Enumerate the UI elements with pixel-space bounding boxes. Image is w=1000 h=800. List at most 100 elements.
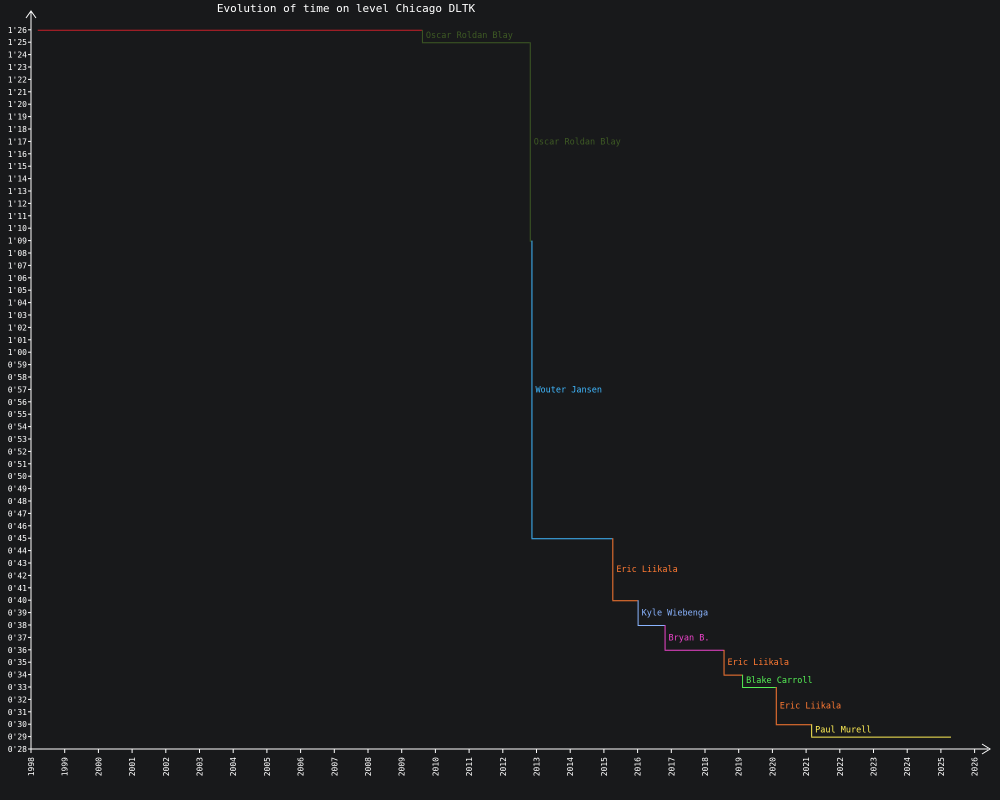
x-tick-label: 2009 xyxy=(398,757,407,776)
y-tick-label: 1'06 xyxy=(8,274,27,283)
y-tick-label: 1'03 xyxy=(8,311,27,320)
x-tick-label: 2008 xyxy=(364,757,373,776)
y-tick-label: 1'15 xyxy=(8,162,27,171)
x-tick-label: 2020 xyxy=(768,757,777,776)
y-tick-label: 1'10 xyxy=(8,224,27,233)
y-tick-label: 1'11 xyxy=(8,212,27,221)
y-tick-label: 0'43 xyxy=(8,559,27,568)
y-tick-label: 1'00 xyxy=(8,348,27,357)
x-tick-label: 2026 xyxy=(971,757,980,776)
x-tick-label: 2000 xyxy=(94,757,103,776)
y-tick-label: 1'08 xyxy=(8,249,27,258)
chart-title: Evolution of time on level Chicago DLTK xyxy=(217,2,476,15)
y-tick-label: 0'36 xyxy=(8,646,27,655)
y-tick-label: 0'58 xyxy=(8,373,27,382)
y-tick-label: 0'30 xyxy=(8,720,27,729)
y-tick-label: 0'32 xyxy=(8,695,27,704)
y-tick-label: 1'13 xyxy=(8,187,27,196)
y-axis-arrow xyxy=(25,10,37,19)
y-tick-label: 0'40 xyxy=(8,596,27,605)
x-tick-label: 2019 xyxy=(735,757,744,776)
y-tick-label: 0'48 xyxy=(8,497,27,506)
x-tick-label: 2018 xyxy=(701,757,710,776)
record-holder-label: Paul Murell xyxy=(815,726,871,736)
y-tick-label: 1'05 xyxy=(8,286,27,295)
y-tick-label: 0'59 xyxy=(8,361,27,370)
y-tick-label: 1'09 xyxy=(8,237,27,246)
y-tick-label: 0'56 xyxy=(8,398,27,407)
record-holder-label: Eric Liikala xyxy=(728,658,789,668)
y-tick-label: 0'31 xyxy=(8,708,27,717)
y-tick-label: 0'35 xyxy=(8,658,27,667)
y-tick-label: 0'51 xyxy=(8,460,27,469)
y-tick-label: 1'24 xyxy=(8,51,27,60)
y-tick-label: 0'37 xyxy=(8,633,27,642)
y-tick-label: 1'26 xyxy=(8,26,27,35)
record-series xyxy=(37,29,952,738)
x-tick-label: 2007 xyxy=(330,757,339,776)
y-tick-label: 1'04 xyxy=(8,299,27,308)
y-tick-label: 0'33 xyxy=(8,683,27,692)
x-tick-label: 2014 xyxy=(566,757,575,776)
record-labels: Oscar Roldan Blay Oscar Roldan Blay Wouter… xyxy=(426,31,872,735)
y-tick-label: 1'12 xyxy=(8,199,27,208)
y-tick-label: 1'14 xyxy=(8,175,27,184)
record-holder-label: Eric Liikala xyxy=(616,565,677,575)
y-tick-label: 0'49 xyxy=(8,485,27,494)
y-tick-label: 0'44 xyxy=(8,547,27,556)
y-tick-label: 0'55 xyxy=(8,410,27,419)
y-tick-group: 0'28 0'29 0'30 0'31 0'32 0'33 0'34 0'35 0'36 0'37… xyxy=(8,26,31,754)
y-tick-label: 0'53 xyxy=(8,435,27,444)
y-tick-label: 1'02 xyxy=(8,323,27,332)
x-tick-label: 2025 xyxy=(937,757,946,776)
record-holder-label: Wouter Jansen xyxy=(535,385,602,395)
x-tick-label: 2023 xyxy=(870,757,879,776)
y-tick-label: 1'01 xyxy=(8,336,27,345)
x-axis-arrow xyxy=(981,743,991,755)
y-tick-label: 0'52 xyxy=(8,447,27,456)
x-tick-label: 2002 xyxy=(162,757,171,776)
y-tick-label: 0'38 xyxy=(8,621,27,630)
x-tick-label: 2022 xyxy=(836,757,845,776)
y-tick-label: 0'50 xyxy=(8,472,27,481)
y-tick-label: 0'29 xyxy=(8,733,27,742)
record-holder-label: Bryan B. xyxy=(669,633,710,643)
x-tick-label: 2013 xyxy=(533,757,542,776)
y-tick-label: 0'54 xyxy=(8,423,27,432)
x-tick-label: 2006 xyxy=(297,757,306,776)
x-tick-label: 1998 xyxy=(27,757,36,776)
x-tick-label: 2011 xyxy=(465,757,474,776)
x-tick-label: 1999 xyxy=(61,757,70,776)
record-holder-label: Eric Liikala xyxy=(780,702,841,712)
y-tick-label: 1'17 xyxy=(8,137,27,146)
y-tick-label: 1'18 xyxy=(8,125,27,134)
y-tick-label: 0'28 xyxy=(8,745,27,754)
record-holder-label: Kyle Wiebenga xyxy=(642,609,709,619)
x-tick-label: 2021 xyxy=(802,757,811,776)
x-tick-label: 2015 xyxy=(600,757,609,776)
x-tick-label: 2001 xyxy=(128,757,137,776)
y-tick-label: 0'46 xyxy=(8,522,27,531)
x-tick-label: 2017 xyxy=(667,757,676,776)
record-holder-label: Blake Carroll xyxy=(746,676,813,686)
y-tick-label: 0'42 xyxy=(8,571,27,580)
y-tick-label: 0'41 xyxy=(8,584,27,593)
y-tick-label: 0'34 xyxy=(8,671,27,680)
y-tick-label: 1'20 xyxy=(8,100,27,109)
record-holder-label: Oscar Roldan Blay xyxy=(426,31,513,41)
x-tick-label: 2005 xyxy=(263,757,272,776)
y-tick-label: 0'39 xyxy=(8,609,27,618)
x-tick-label: 2004 xyxy=(229,757,238,776)
y-tick-label: 0'47 xyxy=(8,509,27,518)
x-tick-label: 2003 xyxy=(196,757,205,776)
y-tick-label: 1'25 xyxy=(8,38,27,47)
y-tick-label: 0'57 xyxy=(8,385,27,394)
y-tick-label: 1'16 xyxy=(8,150,27,159)
y-tick-label: 1'23 xyxy=(8,63,27,72)
y-tick-label: 1'07 xyxy=(8,261,27,270)
x-tick-label: 2012 xyxy=(499,757,508,776)
y-tick-label: 1'21 xyxy=(8,88,27,97)
x-tick-group: 1998 1999 2000 2001 2002 2003 2004 2005 2006 2007… xyxy=(27,749,980,776)
